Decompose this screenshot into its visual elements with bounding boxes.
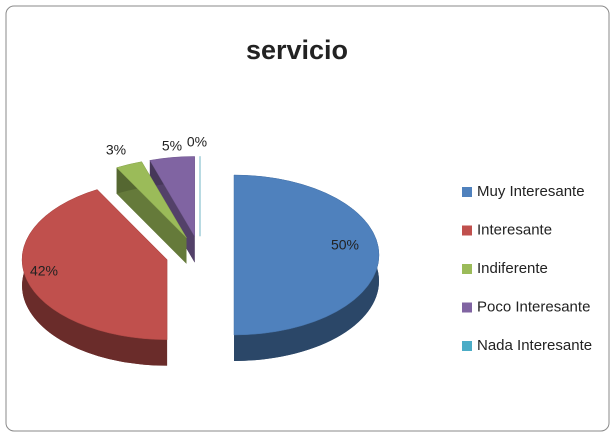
data-label: 0%: [187, 134, 207, 150]
legend-swatch: [462, 225, 472, 236]
slice: [149, 156, 195, 238]
slice-rim: [22, 189, 168, 366]
slice: [21, 189, 168, 340]
data-label: 3%: [106, 142, 126, 158]
legend-swatch: [462, 187, 472, 197]
legend-label: Poco Interesante: [477, 298, 590, 315]
legend-swatch: [462, 341, 472, 351]
slice: [233, 174, 380, 336]
data-label: 5%: [162, 138, 182, 154]
data-label: 50%: [331, 237, 359, 253]
legend-swatch: [462, 264, 472, 274]
slice: [116, 161, 187, 238]
legend-label: Muy Interesante: [477, 183, 585, 200]
legend-swatch: [462, 302, 472, 313]
legend-label: Nada Interesante: [477, 337, 592, 354]
slice-wall: [116, 167, 187, 264]
chart-title: servicio: [246, 35, 348, 65]
legend-label: Interesante: [477, 221, 552, 238]
legend-label: Indiferente: [477, 260, 548, 277]
data-label: 42%: [30, 263, 58, 279]
